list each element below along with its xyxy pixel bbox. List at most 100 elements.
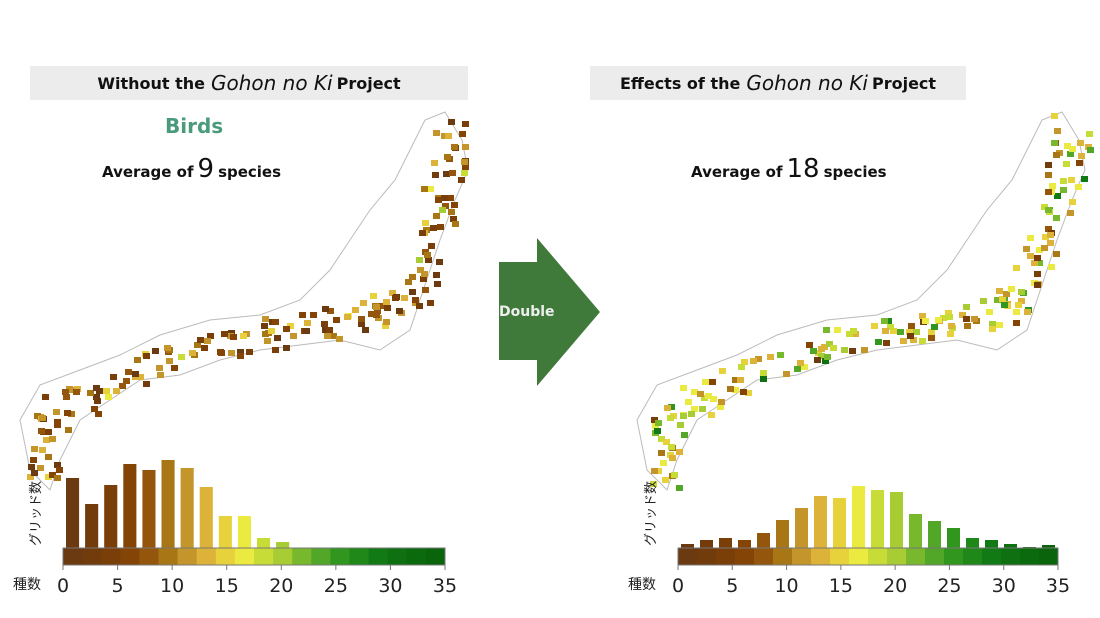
map-grid-cell xyxy=(680,413,687,419)
map-grid-cell xyxy=(732,377,739,383)
map-grid-cell xyxy=(1008,286,1015,292)
map-grid-cell xyxy=(352,307,359,313)
map-grid-cell xyxy=(913,329,920,335)
map-grid-cell xyxy=(442,203,449,209)
map-grid-cell xyxy=(321,321,328,327)
map-grid-cell xyxy=(143,381,150,387)
map-grid-cell xyxy=(27,474,34,480)
map-grid-cell xyxy=(432,172,439,178)
map-grid-cell xyxy=(669,455,676,461)
map-grid-cell xyxy=(928,335,935,341)
map-grid-cell xyxy=(945,310,952,316)
map-grid-cell xyxy=(427,186,434,192)
map-grid-cell xyxy=(290,333,297,339)
map-grid-cell xyxy=(268,328,275,334)
map-grid-cell xyxy=(709,379,716,385)
y-axis-label: グリッド数 xyxy=(644,481,659,546)
map-grid-cell xyxy=(433,213,440,219)
map-grid-cell xyxy=(299,312,306,318)
map-grid-cell xyxy=(1047,232,1054,238)
map-grid-cell xyxy=(434,281,441,287)
map-grid-cell xyxy=(1063,161,1070,167)
map-grid-cell xyxy=(1013,309,1020,315)
colorbar-segment xyxy=(925,548,945,565)
x-tick-label: 5 xyxy=(726,575,738,597)
map-grid-cell xyxy=(671,472,678,478)
map-grid-cell xyxy=(207,333,214,339)
map-grid-cell xyxy=(1023,246,1030,252)
map-grid-cell xyxy=(63,394,70,400)
map-grid-cell xyxy=(822,358,829,364)
map-grid-cell xyxy=(910,337,917,343)
map-grid-cell xyxy=(262,331,269,337)
colorbar-segment xyxy=(273,548,293,565)
map-grid-cell xyxy=(1027,235,1034,241)
map-grid-cell xyxy=(452,221,459,227)
map-grid-cell xyxy=(73,389,80,395)
colorbar-segment xyxy=(773,548,793,565)
map-grid-cell xyxy=(699,406,706,412)
colorbar-segment xyxy=(196,548,217,565)
colorbar-segment xyxy=(1020,548,1040,565)
map-grid-cell xyxy=(417,267,424,273)
map-grid-cell xyxy=(881,318,888,324)
map-grid-cell xyxy=(668,444,675,450)
map-grid-cell xyxy=(1045,189,1052,195)
map-grid-cell xyxy=(719,368,726,374)
map-grid-cell xyxy=(409,289,416,295)
map-grid-cell xyxy=(462,121,469,127)
map-grid-cell xyxy=(959,312,966,318)
map-grid-cell xyxy=(906,329,913,335)
map-grid-cell xyxy=(946,314,953,320)
map-grid-cell xyxy=(427,300,434,306)
title-text: Project xyxy=(871,73,937,93)
map-grid-cell xyxy=(1051,140,1058,146)
map-grid-cell xyxy=(384,305,391,311)
x-tick-label: 20 xyxy=(269,575,293,597)
histogram-bar xyxy=(871,490,884,548)
map-grid-cell xyxy=(994,297,1001,303)
map-grid-cell xyxy=(39,415,46,421)
map-grid-cell xyxy=(1051,113,1058,119)
histogram-bar xyxy=(1004,544,1017,548)
map-grid-cell xyxy=(1045,207,1052,213)
map-grid-cell xyxy=(737,377,744,383)
map-grid-cell xyxy=(1054,193,1061,199)
map-grid-cell xyxy=(437,224,444,230)
map-grid-cell xyxy=(412,297,419,303)
map-grid-cell xyxy=(823,327,830,333)
map-grid-cell xyxy=(358,321,365,327)
map-grid-cell xyxy=(1015,302,1022,308)
map-grid-cell xyxy=(871,323,878,329)
map-grid-cell xyxy=(890,328,897,334)
map-grid-cell xyxy=(458,177,465,183)
map-grid-cell xyxy=(996,288,1003,294)
map-grid-cell xyxy=(368,311,375,317)
map-grid-cell xyxy=(379,303,386,309)
histogram-bar xyxy=(276,542,290,548)
histogram-bar xyxy=(700,540,713,548)
map-grid-cell xyxy=(824,354,831,360)
map-grid-cell xyxy=(1053,215,1060,221)
map-grid-cell xyxy=(685,399,692,405)
map-grid-cell xyxy=(448,209,455,215)
map-grid-cell xyxy=(861,347,868,353)
map-grid-cell xyxy=(1078,153,1085,159)
x-tick-label: 25 xyxy=(324,575,348,597)
map-grid-cell xyxy=(441,133,448,139)
map-grid-cell xyxy=(691,389,698,395)
histogram-bar xyxy=(795,508,808,548)
histogram-bar xyxy=(890,492,903,548)
map-grid-cell xyxy=(450,216,457,222)
title-text: Effects of the xyxy=(619,73,741,93)
map-grid-cell xyxy=(999,296,1006,302)
histogram-bar xyxy=(1042,545,1055,548)
histogram-bar xyxy=(719,538,732,548)
map-grid-cell xyxy=(272,347,279,353)
map-grid-cell xyxy=(428,243,435,249)
x-tick-label: 30 xyxy=(378,575,402,597)
colorbar-segment xyxy=(139,548,159,565)
map-grid-cell xyxy=(272,319,279,325)
map-grid-cell xyxy=(103,388,110,394)
histogram-bar xyxy=(66,478,80,548)
